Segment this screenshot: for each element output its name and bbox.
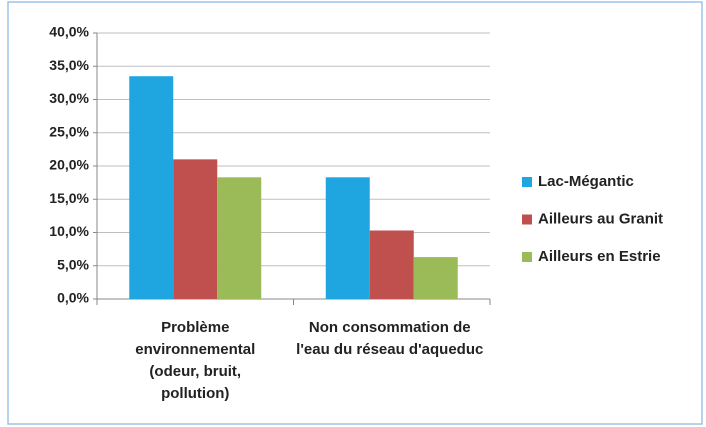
bar: [413, 257, 458, 299]
legend-label: Ailleurs en Estrie: [538, 248, 661, 265]
y-tick-label: 35,0%: [49, 57, 89, 73]
y-tick-label: 10,0%: [49, 223, 89, 239]
legend-swatch: [522, 252, 532, 262]
bar: [173, 159, 218, 299]
legend-swatch: [522, 214, 532, 225]
x-tick-label: Non consommation de l'eau du réseau d'aq…: [296, 319, 484, 358]
bar: [129, 76, 174, 299]
y-tick-label: 20,0%: [49, 157, 89, 173]
bar: [325, 177, 370, 299]
chart-border: [7, 1, 703, 425]
legend-label: Lac-Mégantic: [538, 173, 634, 190]
bar: [217, 177, 262, 299]
legend-label: Ailleurs au Granit: [538, 210, 663, 227]
y-tick-label: 15,0%: [49, 190, 89, 206]
y-tick-label: 30,0%: [49, 90, 89, 106]
y-tick-label: 25,0%: [49, 123, 89, 139]
x-tick-label: Problème environnemental (odeur, bruit, …: [135, 319, 256, 402]
y-tick-label: 0,0%: [57, 290, 89, 306]
legend-swatch: [522, 177, 532, 187]
y-tick-label: 5,0%: [57, 256, 89, 272]
bar: [369, 230, 414, 299]
y-tick-label: 40,0%: [49, 24, 89, 40]
